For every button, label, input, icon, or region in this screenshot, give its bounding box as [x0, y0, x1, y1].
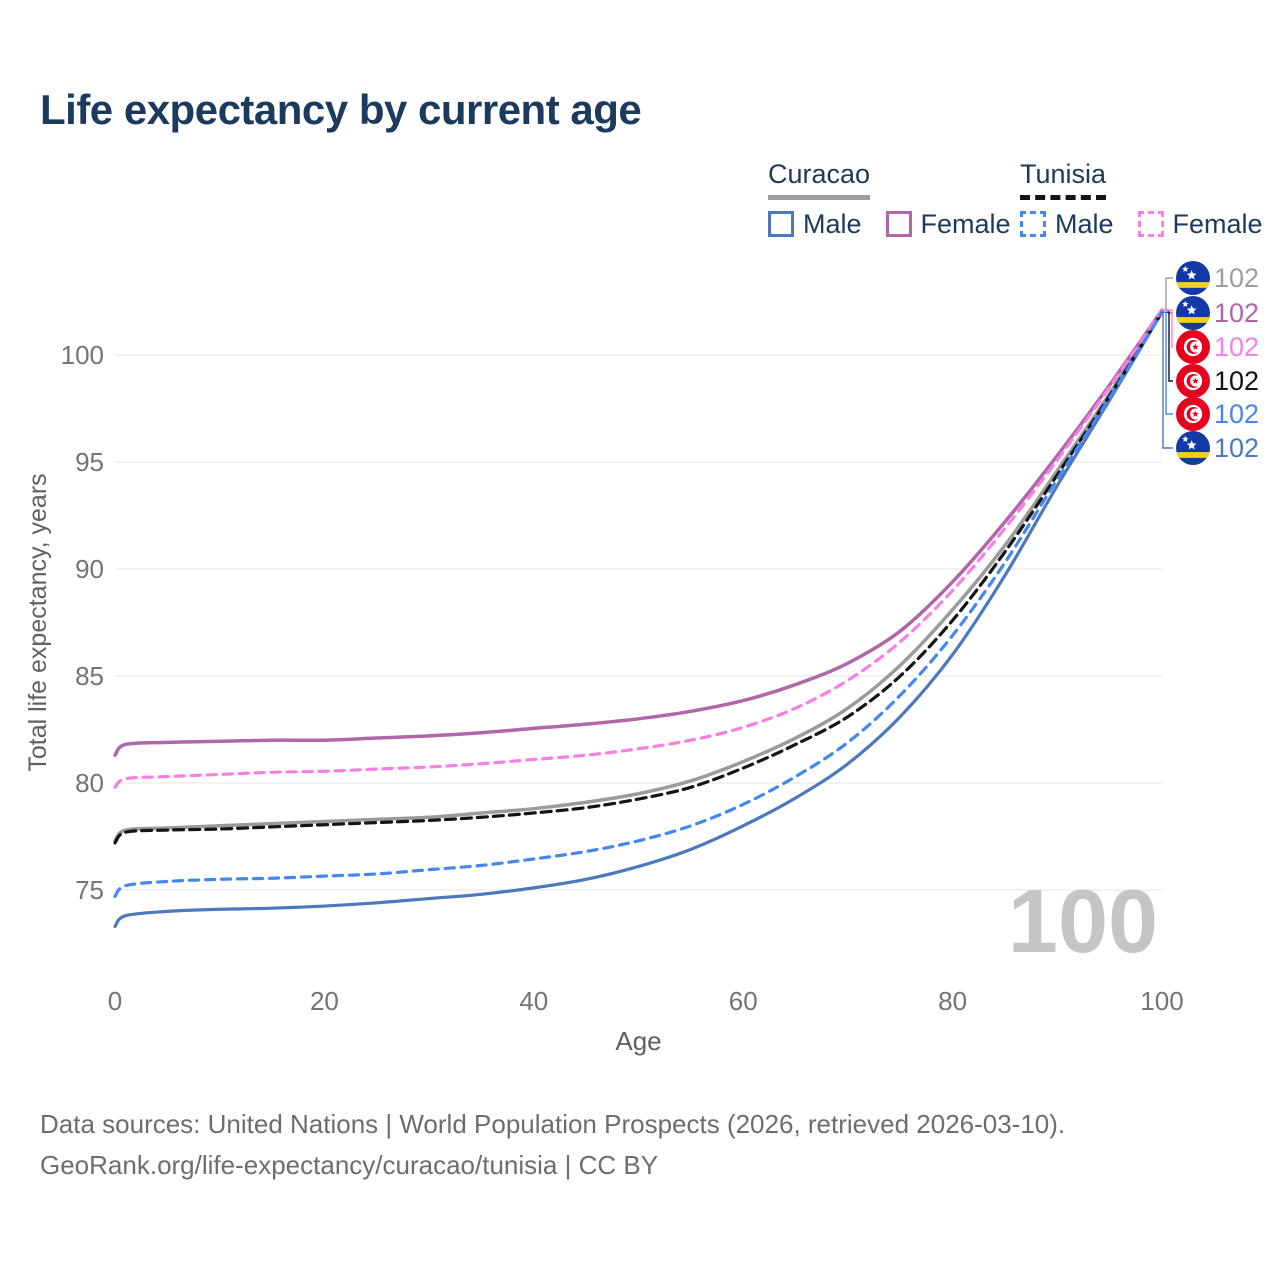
gridlines — [115, 354, 1162, 891]
curacao-flag-icon — [1176, 296, 1210, 330]
x-axis-tick-labels: 0 20 40 60 80 100 — [108, 986, 1184, 1016]
legend-items-tunisia: Male Female — [1020, 209, 1263, 240]
value-label-text: 102 — [1214, 433, 1259, 463]
series-line-tunisia-total — [113, 310, 1164, 845]
svg-text:100: 100 — [61, 340, 104, 370]
line-chart: 75 80 85 90 95 100 0 20 40 60 80 100 Age Total life e… — [24, 261, 1259, 1056]
value-label-text: 102 — [1214, 399, 1259, 429]
footer: Data sources: United Nations | World Pop… — [40, 1104, 1065, 1186]
value-label-row: 102 — [1176, 261, 1259, 295]
chart-area: 75 80 85 90 95 100 0 20 40 60 80 100 Age Total life e… — [0, 250, 1280, 1080]
curacao-male-swatch-icon — [768, 211, 794, 238]
svg-text:80: 80 — [938, 986, 967, 1016]
legend-label-curacao-male: Male — [803, 208, 862, 239]
value-label-text: 102 — [1214, 263, 1259, 293]
x-axis-title: Age — [615, 1026, 661, 1056]
svg-text:95: 95 — [75, 447, 104, 477]
svg-text:75: 75 — [75, 875, 104, 905]
curacao-flag-icon — [1176, 431, 1210, 465]
svg-text:100: 100 — [1140, 986, 1183, 1016]
legend-label-tunisia-male: Male — [1055, 208, 1114, 239]
legend-item-curacao-male: Male — [768, 209, 862, 240]
series-line-tunisia-male — [113, 310, 1164, 899]
legend-label-tunisia-female: Female — [1172, 208, 1263, 239]
tunisia-flag-icon — [1176, 330, 1210, 364]
legend: Curacao Male Female Tunisia Male — [0, 159, 1280, 250]
value-label-row: 102 — [1176, 330, 1259, 364]
y-axis-title: Total life expectancy, years — [24, 473, 52, 771]
tunisia-flag-icon — [1176, 364, 1210, 398]
series-line-curacao-total — [113, 308, 1164, 843]
tunisia-female-swatch-icon — [1137, 211, 1164, 238]
tunisia-flag-icon — [1176, 397, 1210, 431]
value-label-row: 102 — [1176, 431, 1259, 465]
svg-text:0: 0 — [108, 986, 122, 1016]
legend-items-curacao: Male Female — [768, 209, 1011, 240]
svg-text:90: 90 — [75, 554, 104, 584]
footer-data-sources: Data sources: United Nations | World Pop… — [40, 1109, 1066, 1139]
value-label-text: 102 — [1214, 298, 1259, 328]
value-label-row: 102 — [1176, 364, 1259, 398]
legend-label-curacao-female: Female — [920, 208, 1011, 239]
legend-header-tunisia: Tunisia — [1020, 159, 1107, 200]
legend-item-tunisia-male: Male — [1020, 209, 1114, 240]
series-line-tunisia-female — [113, 308, 1164, 789]
svg-text:40: 40 — [519, 986, 548, 1016]
series-line-curacao-female — [113, 308, 1164, 757]
value-label-text: 102 — [1214, 332, 1259, 362]
curacao-female-swatch-icon — [885, 211, 912, 238]
value-label-text: 102 — [1214, 366, 1259, 396]
series-line-curacao-male — [113, 310, 1164, 928]
value-label-row: 102 — [1176, 296, 1259, 330]
current-age-watermark: 100 — [1008, 872, 1158, 972]
leader-lines — [1160, 277, 1173, 449]
svg-text:60: 60 — [729, 986, 758, 1016]
legend-item-tunisia-female: Female — [1137, 208, 1263, 240]
svg-text:85: 85 — [75, 661, 104, 691]
series-lines — [113, 308, 1164, 928]
footer-attribution-link: GeoRank.org/life-expectancy/curacao/tuni… — [40, 1150, 659, 1180]
legend-group-tunisia: Tunisia Male Female — [1020, 159, 1263, 240]
page-title: Life expectancy by current age — [40, 86, 642, 133]
legend-header-curacao: Curacao — [768, 159, 871, 200]
legend-item-curacao-female: Female — [885, 208, 1011, 240]
svg-text:20: 20 — [310, 986, 339, 1016]
tunisia-male-swatch-icon — [1020, 211, 1046, 238]
svg-text:80: 80 — [75, 768, 104, 798]
legend-group-curacao: Curacao Male Female — [768, 159, 1011, 240]
curacao-flag-icon — [1176, 261, 1210, 295]
value-label-row: 102 — [1176, 397, 1259, 431]
y-axis-tick-labels: 75 80 85 90 95 100 — [61, 340, 104, 905]
